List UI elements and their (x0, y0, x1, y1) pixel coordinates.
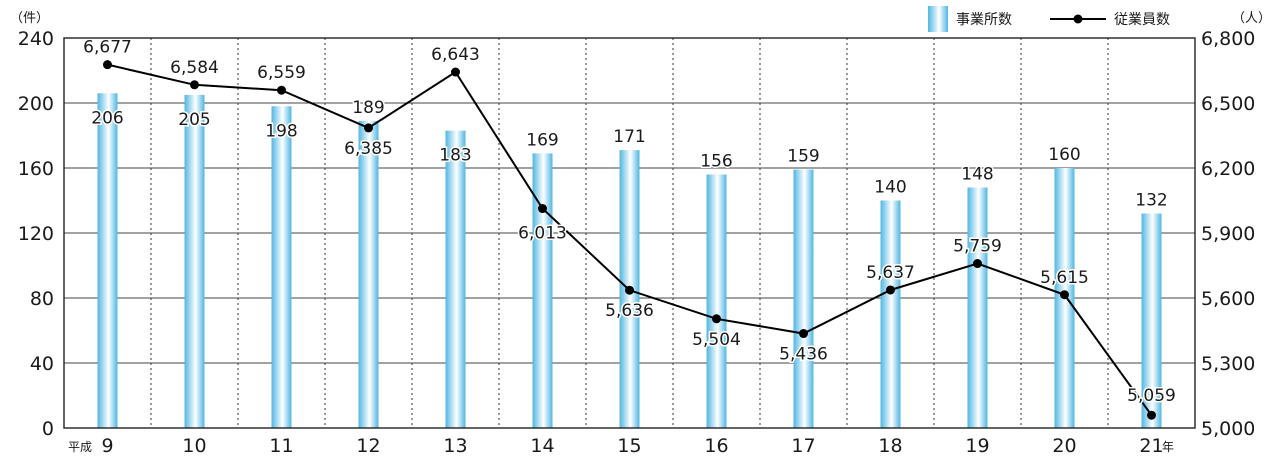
left-tick-label: 120 (18, 223, 54, 245)
category-label: 13 (443, 435, 467, 457)
category-label: 17 (791, 435, 815, 457)
line-value-label: 6,559 (257, 63, 306, 83)
line-value-label: 6,385 (344, 139, 393, 159)
bar-value-label: 169 (526, 130, 558, 150)
category-label: 10 (182, 435, 206, 457)
legend: 事業所数 従業員数 (928, 6, 1170, 32)
right-axis-unit: （人） (1232, 11, 1271, 26)
legend-line-marker (1073, 14, 1083, 24)
category-label: 16 (704, 435, 728, 457)
left-tick-label: 200 (18, 93, 54, 115)
year-suffix: 年 (1162, 440, 1174, 454)
legend-line-label: 従業員数 (1114, 12, 1170, 28)
line-value-label: 5,636 (605, 301, 654, 321)
right-tick-label: 6,200 (1201, 158, 1255, 180)
line-marker (1147, 410, 1156, 420)
bar (793, 169, 814, 428)
left-tick-label: 0 (42, 418, 54, 440)
bar-value-label: 206 (91, 108, 123, 128)
bar (184, 94, 205, 428)
x-axis-labels: 平成 年 (68, 440, 1174, 454)
right-tick-label: 6,500 (1201, 93, 1255, 115)
line-value-label: 5,637 (866, 263, 915, 283)
line-value-label: 5,436 (779, 345, 828, 365)
left-tick-label: 160 (18, 158, 54, 180)
line-marker (364, 123, 373, 133)
left-tick-label: 80 (30, 288, 54, 310)
category-label: 19 (965, 435, 989, 457)
category-label: 12 (356, 435, 380, 457)
line-marker (625, 285, 634, 295)
line-value-label: 6,643 (431, 45, 480, 65)
bar-value-label: 156 (700, 152, 732, 172)
left-tick-label: 240 (18, 28, 54, 50)
line-value-label: 5,615 (1040, 268, 1089, 288)
line-value-label: 6,013 (518, 224, 567, 244)
line-marker (886, 285, 895, 295)
line-marker (451, 67, 460, 77)
line-value-label: 6,584 (170, 58, 219, 78)
bar-value-label: 183 (439, 146, 471, 166)
bar-value-label: 132 (1135, 191, 1167, 211)
legend-bar-swatch (928, 6, 948, 32)
bar (706, 174, 727, 428)
bar (445, 130, 466, 428)
bar (967, 187, 988, 428)
grid-lines (64, 38, 1195, 428)
bar (358, 120, 379, 428)
category-label: 11 (269, 435, 293, 457)
bar (97, 93, 118, 428)
line-marker (103, 60, 112, 70)
bar (1141, 213, 1162, 428)
category-label: 9 (101, 435, 113, 457)
line-marker (973, 259, 982, 269)
category-label: 14 (530, 435, 554, 457)
bar-value-label: 159 (787, 147, 819, 167)
right-tick-label: 5,600 (1201, 288, 1255, 310)
left-tick-label: 40 (30, 353, 54, 375)
line-marker (712, 314, 721, 324)
bar (532, 153, 553, 428)
bar-series-establishments (97, 93, 1162, 428)
legend-bar-label: 事業所数 (956, 12, 1012, 28)
line-marker (277, 85, 286, 95)
line-marker (190, 80, 199, 90)
line-marker (538, 204, 547, 214)
line-marker (799, 329, 808, 339)
category-label: 15 (617, 435, 641, 457)
category-label: 18 (878, 435, 902, 457)
line-value-label: 5,759 (953, 237, 1002, 257)
data-labels: 206 205 198 189 183 169 171 156 159 140 148 160 132 6… (82, 36, 1178, 408)
plot-frame (63, 37, 1196, 429)
line-value-label: 5,059 (1127, 386, 1176, 406)
category-label: 21 (1139, 435, 1163, 457)
era-prefix: 平成 (68, 440, 92, 454)
right-tick-label: 5,900 (1201, 223, 1255, 245)
bar-value-label: 205 (178, 110, 210, 130)
bar-value-label: 171 (613, 127, 645, 147)
bar-value-label: 148 (961, 165, 993, 185)
right-tick-label: 5,300 (1201, 353, 1255, 375)
right-tick-label: 6,800 (1201, 28, 1255, 50)
bar-value-label: 140 (874, 178, 906, 198)
line-value-label: 5,504 (692, 330, 741, 350)
axes: 0 40 80 120 160 200 240 5,000 5,300 5,600 5,900 6,2… (18, 28, 1256, 457)
line-marker (1060, 290, 1069, 300)
bar-value-label: 160 (1048, 145, 1080, 165)
right-tick-label: 5,000 (1201, 418, 1255, 440)
bar (271, 106, 292, 428)
left-axis-unit: （件） (10, 11, 49, 26)
bar-value-label: 198 (265, 121, 297, 141)
line-series-employees (103, 60, 1156, 420)
bar-value-label: 189 (352, 98, 384, 118)
bar (880, 200, 901, 428)
line-value-label: 6,677 (83, 38, 132, 58)
category-label: 20 (1052, 435, 1076, 457)
